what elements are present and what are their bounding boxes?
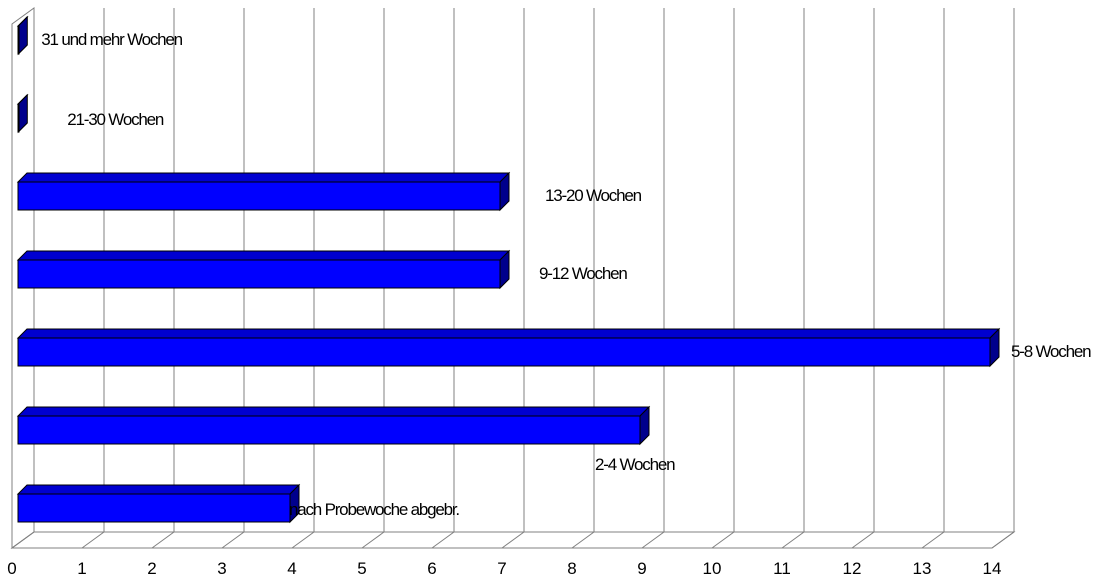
floor-gridline — [711, 531, 735, 549]
bar — [16, 15, 29, 56]
bar-label: 21-30 Wochen — [67, 110, 164, 129]
x-tick-label: 1 — [77, 559, 86, 576]
floor-gridline — [361, 531, 385, 549]
floor-gridline — [991, 531, 1015, 549]
x-axis-ticks: 0 1 2 3 4 5 6 7 8 9 10 11 12 13 14 — [7, 559, 1001, 576]
bar — [16, 327, 1001, 368]
bar-labels: nach Probewoche abgebr. 2-4 Wochen 5-8 Woc… — [41, 30, 1092, 519]
x-tick-label: 5 — [357, 559, 366, 576]
bar — [16, 483, 301, 524]
x-tick-label: 9 — [637, 559, 646, 576]
bar-label: 2-4 Wochen — [595, 455, 675, 474]
bar-top-face — [16, 250, 511, 261]
x-tick-label: 2 — [147, 559, 156, 576]
bar — [16, 171, 511, 212]
bar-front-face — [17, 415, 641, 445]
bar — [16, 405, 651, 446]
bar-label: 31 und mehr Wochen — [41, 30, 182, 49]
floor-gridline — [501, 531, 525, 549]
bar-front-face — [17, 103, 20, 133]
floor-gridline — [641, 531, 665, 549]
bar-label: 13-20 Wochen — [545, 186, 642, 205]
x-tick-label: 3 — [217, 559, 226, 576]
x-tick-label: 4 — [287, 559, 296, 576]
bar-front-face — [17, 337, 991, 367]
x-tick-label: 7 — [497, 559, 506, 576]
x-tick-label: 11 — [773, 559, 791, 576]
floor-gridline — [921, 531, 945, 549]
x-tick-label: 6 — [427, 559, 436, 576]
x-tick-label: 8 — [567, 559, 576, 576]
floor-gridline — [571, 531, 595, 549]
bar — [16, 249, 511, 290]
floor-gridline — [11, 531, 35, 549]
floor-gridline — [81, 531, 105, 549]
bar-front-face — [17, 259, 501, 289]
floor-gridline — [221, 531, 245, 549]
floor-gridline — [291, 531, 315, 549]
x-tick-label: 14 — [983, 559, 1002, 576]
floor-gridline — [851, 531, 875, 549]
bar-front-face — [17, 181, 501, 211]
x-tick-label: 0 — [7, 559, 16, 576]
bar-label: nach Probewoche abgebr. — [289, 500, 459, 519]
bar-top-face — [16, 484, 301, 495]
floor-gridline — [151, 531, 175, 549]
x-tick-label: 10 — [703, 559, 722, 576]
bar-front-face — [17, 25, 20, 55]
bar-top-face — [16, 328, 1001, 339]
bar — [16, 93, 29, 134]
floor-gridline — [781, 531, 805, 549]
bars — [16, 15, 1001, 524]
floor-gridline — [431, 531, 455, 549]
bar-side-face — [17, 93, 28, 134]
bar-front-face — [17, 493, 291, 523]
x-tick-label: 12 — [843, 559, 862, 576]
bar-label: 5-8 Wochen — [1011, 342, 1091, 361]
bar-label: 9-12 Wochen — [539, 264, 627, 283]
bar-top-face — [16, 172, 511, 183]
x-tick-label: 13 — [913, 559, 932, 576]
bar-top-face — [16, 406, 651, 417]
bar-side-face — [17, 15, 28, 56]
